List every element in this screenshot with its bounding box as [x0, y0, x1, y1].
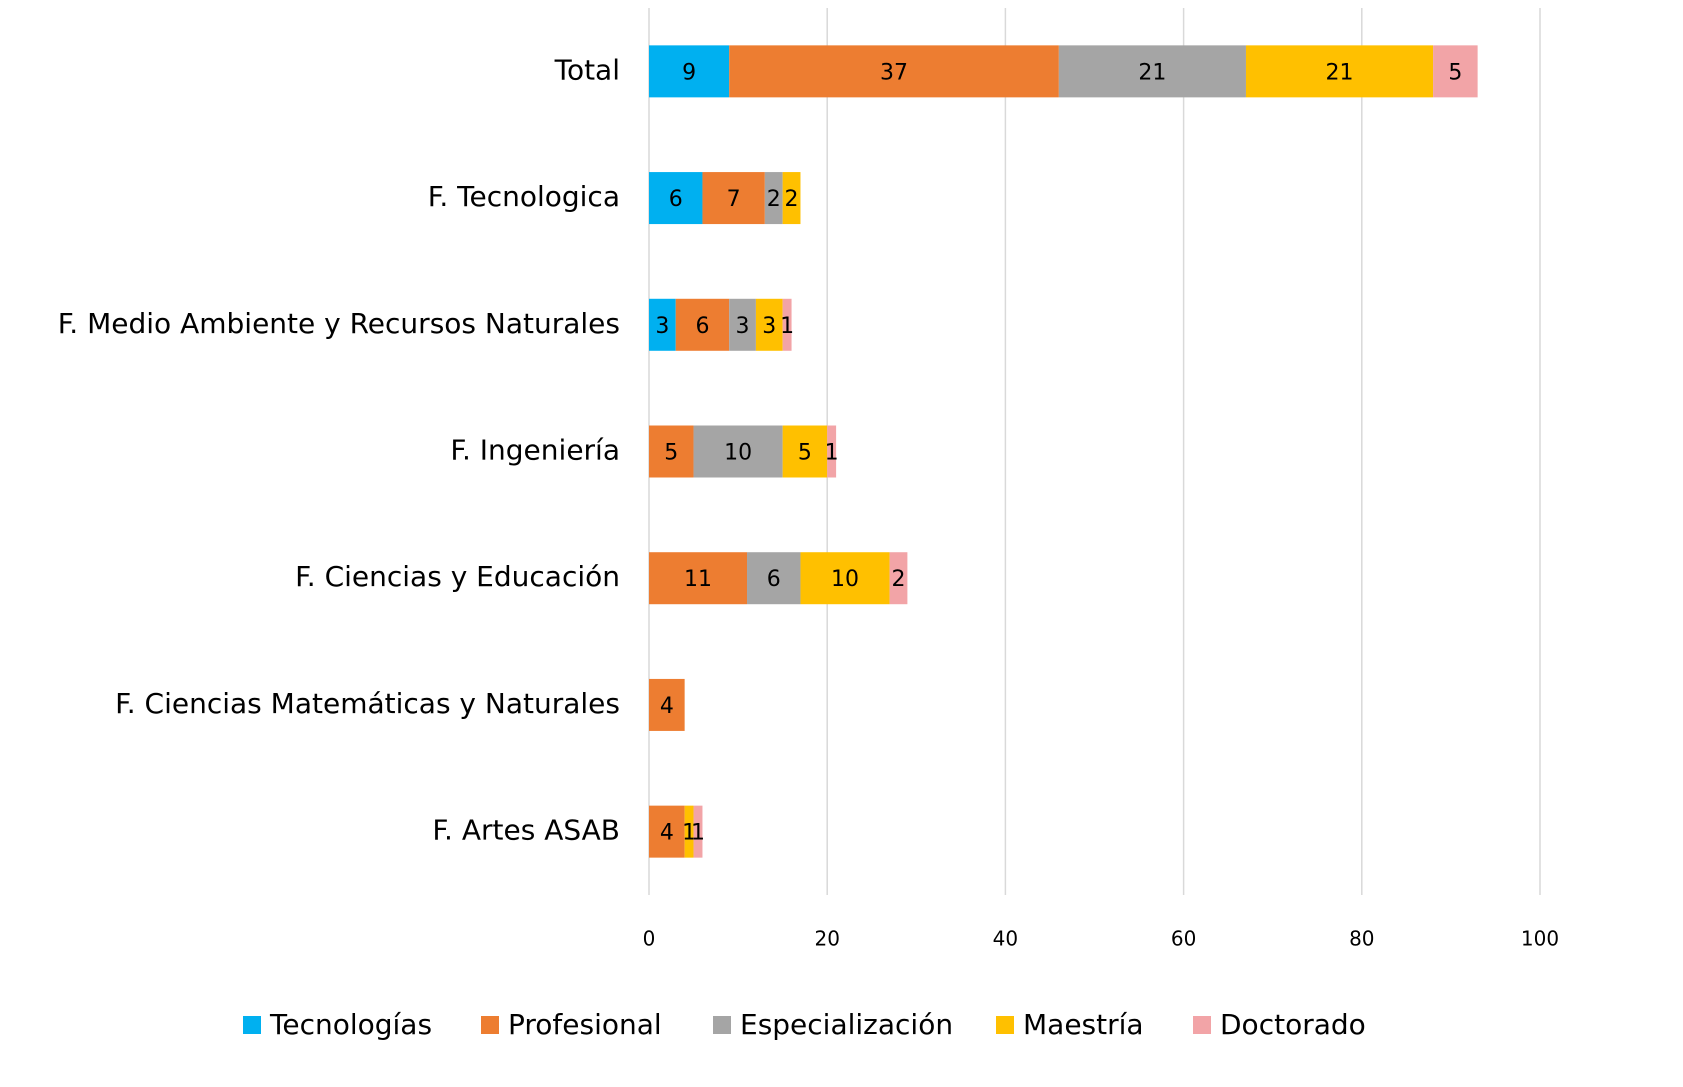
bar-segment — [1058, 45, 1246, 98]
data-label: 21 — [1138, 60, 1166, 85]
data-label: 6 — [669, 187, 683, 212]
data-label: 11 — [684, 567, 712, 592]
data-label: 9 — [682, 60, 696, 85]
y-tick-label: F. Ingeniería — [450, 434, 620, 467]
legend-label: Especialización — [740, 1008, 953, 1041]
data-label: 4 — [660, 821, 674, 846]
legend-swatch — [243, 1016, 261, 1034]
data-label: 10 — [831, 567, 859, 592]
bar-segment — [693, 425, 783, 478]
data-label: 3 — [762, 314, 776, 339]
y-tick-label: F. Artes ASAB — [432, 814, 620, 847]
legend-swatch — [1193, 1016, 1211, 1034]
y-tick-label: Total — [554, 53, 620, 86]
legend-swatch — [481, 1016, 499, 1034]
data-label: 6 — [695, 314, 709, 339]
bar-segment — [800, 552, 890, 605]
bar-segment — [782, 172, 801, 225]
bar-segment — [649, 45, 730, 98]
bar-segment — [675, 298, 730, 351]
legend-label: Maestría — [1023, 1008, 1144, 1041]
bar-segment — [755, 298, 783, 351]
bar-segment — [1433, 45, 1478, 98]
data-label: 2 — [785, 187, 799, 212]
data-label: 37 — [880, 60, 908, 85]
bar-segment — [782, 298, 792, 351]
bar-segment — [729, 45, 1059, 98]
bar-segment — [764, 172, 783, 225]
bar-segment — [649, 678, 685, 731]
legend-swatch — [713, 1016, 731, 1034]
bar-segment — [782, 425, 828, 478]
data-label: 10 — [724, 441, 752, 466]
y-tick-label: F. Tecnologica — [428, 180, 620, 213]
legend-label: Tecnologías — [269, 1008, 432, 1041]
bar-segment — [827, 425, 837, 478]
data-label: 1 — [682, 821, 696, 846]
x-tick-label: 20 — [814, 927, 839, 951]
bar-segment — [649, 298, 676, 351]
data-label: 1 — [780, 314, 794, 339]
data-label: 6 — [767, 567, 781, 592]
data-label: 2 — [891, 567, 905, 592]
data-label: 5 — [798, 441, 812, 466]
x-tick-label: 80 — [1349, 927, 1374, 951]
data-label: 3 — [736, 314, 750, 339]
bar-segment — [649, 805, 685, 858]
bar-segment — [702, 172, 765, 225]
y-tick-label: F. Medio Ambiente y Recursos Naturales — [58, 307, 620, 340]
legend-label: Profesional — [508, 1008, 662, 1041]
bar-segment — [649, 552, 748, 605]
legend-label: Doctorado — [1220, 1008, 1366, 1041]
bar-segment — [889, 552, 908, 605]
bar-segment — [649, 425, 694, 478]
x-tick-label: 0 — [643, 927, 656, 951]
x-tick-label: 100 — [1521, 927, 1559, 951]
bar-segment — [693, 805, 703, 858]
bar-segment — [747, 552, 801, 605]
x-tick-label: 60 — [1171, 927, 1196, 951]
y-tick-label: F. Ciencias Matemáticas y Naturales — [115, 687, 620, 720]
data-label: 2 — [767, 187, 781, 212]
bar-segment — [1245, 45, 1434, 98]
bar-segment — [729, 298, 756, 351]
data-label: 5 — [664, 441, 678, 466]
data-label: 21 — [1326, 60, 1354, 85]
y-tick-label: F. Ciencias y Educación — [295, 560, 620, 593]
legend-swatch — [996, 1016, 1014, 1034]
x-tick-label: 40 — [993, 927, 1018, 951]
data-label: 3 — [655, 314, 669, 339]
data-label: 1 — [691, 821, 705, 846]
data-label: 1 — [825, 441, 839, 466]
data-label: 7 — [727, 187, 741, 212]
bar-segment — [684, 805, 694, 858]
bar-segment — [649, 172, 703, 225]
data-label: 4 — [660, 694, 674, 719]
data-label: 5 — [1448, 60, 1462, 85]
